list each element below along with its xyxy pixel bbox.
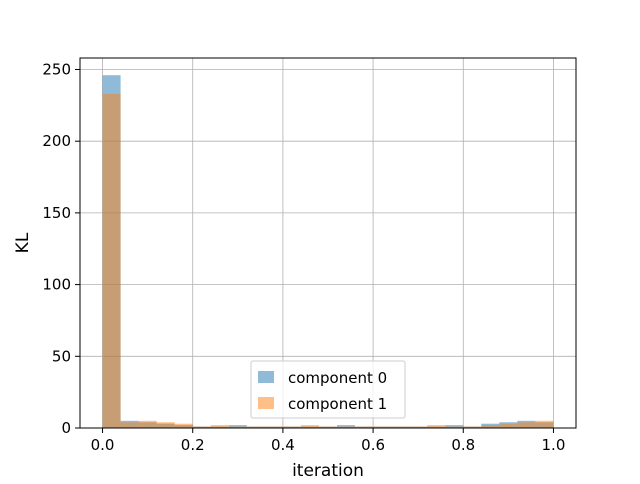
bar-component-1-bin-19 [445, 426, 464, 428]
x-tick-label: 0.8 [451, 436, 475, 454]
bar-component-1-bin-2 [138, 420, 157, 428]
bar-component-1-bin-23 [517, 422, 536, 428]
bar-component-1-bin-21 [481, 425, 500, 428]
bar-component-1-bin-13 [337, 426, 356, 428]
x-tick-label: 0.2 [181, 436, 205, 454]
bar-component-1-bin-20 [463, 426, 482, 428]
bar-component-1-bin-4 [174, 423, 193, 428]
bar-component-1-bin-0 [102, 93, 121, 428]
bar-component-1-bin-17 [409, 426, 428, 428]
bar-component-1-bin-10 [282, 426, 301, 428]
bar-component-1-bin-6 [210, 425, 229, 428]
bar-component-1-bin-5 [192, 426, 211, 428]
bar-component-1-bin-3 [156, 422, 175, 428]
bar-component-1-bin-9 [264, 426, 283, 428]
bar-component-1-bin-18 [427, 425, 446, 428]
bar-component-1-bin-24 [535, 420, 554, 428]
bar-component-1-bin-8 [246, 426, 265, 428]
legend: component 0 component 1 [250, 360, 406, 419]
x-axis-label: iteration [292, 461, 364, 480]
bar-component-1-bin-22 [499, 423, 518, 428]
y-tick-label: 150 [42, 204, 71, 222]
axis-ticks: 0.0 0.2 0.4 0.6 0.8 1.0 0 50 100 150 200 250 [42, 60, 565, 454]
grid-lines [80, 58, 576, 429]
bar-component-1-bin-14 [355, 426, 374, 428]
y-tick-label: 100 [42, 276, 71, 294]
legend-label-component-1: component 1 [288, 395, 387, 413]
y-tick-label: 250 [42, 60, 71, 78]
legend-box [250, 360, 406, 419]
x-tick-label: 0.6 [361, 436, 385, 454]
y-tick-label: 200 [42, 132, 71, 150]
bar-component-1-bin-11 [300, 425, 319, 428]
legend-swatch-component-1 [258, 397, 274, 409]
bar-component-1-bin-7 [228, 426, 247, 428]
y-axis-label: KL [13, 232, 33, 253]
legend-label-component-0: component 0 [288, 369, 387, 387]
x-tick-label: 1.0 [542, 436, 566, 454]
bar-component-1-bin-12 [318, 426, 338, 428]
bar-component-1-bin-15 [373, 426, 392, 428]
x-tick-label: 0.4 [271, 436, 295, 454]
x-tick-label: 0.0 [91, 436, 115, 454]
plot-frame [79, 57, 577, 429]
y-tick-label: 0 [61, 419, 71, 437]
bar-component-1-bin-16 [391, 426, 410, 428]
legend-swatch-component-0 [258, 371, 274, 383]
histogram-bars [102, 75, 554, 429]
bar-component-1-bin-1 [120, 422, 139, 428]
y-tick-label: 50 [52, 347, 71, 365]
